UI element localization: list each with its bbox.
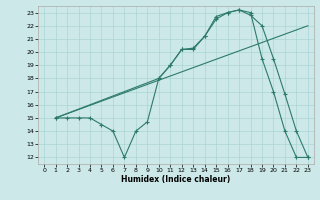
X-axis label: Humidex (Indice chaleur): Humidex (Indice chaleur): [121, 175, 231, 184]
